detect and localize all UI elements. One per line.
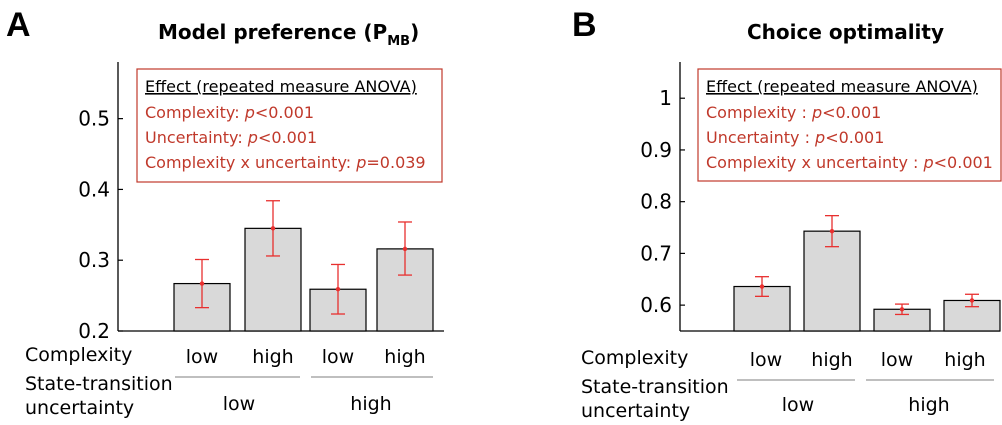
panel-a-effect-line-1: Complexity: p<0.001 [145,103,314,122]
panel-letter-a: A [6,6,31,44]
effect-label: Complexity x uncertainty: [145,153,356,172]
panel-a-title: Model preference (PMB) [158,20,419,49]
effect-p-symbol: p [922,153,933,172]
effect-p-symbol: p [814,128,825,147]
mean-point [899,307,905,312]
panel-b-title: Choice optimality [747,20,944,44]
bar [803,230,861,332]
panel-a-complexity-label-4: high [384,346,425,368]
mean-point [969,298,975,303]
bar [943,299,1001,332]
mean-point [402,246,408,252]
panel-a-title-subscript: MB [387,34,410,49]
panel-a-complexity-label-1: low [186,346,218,368]
panel-b-complexity-label-2: high [811,349,852,371]
y-tick-label: 0.8 [640,190,672,214]
panel-b-complexity-row-label: Complexity [581,347,688,369]
y-tick-label: 0.3 [78,248,110,272]
panel-b-complexity-label-1: low [750,349,782,371]
effect-label: Uncertainty: [145,128,248,147]
panel-b-uncertainty-label-high: high [908,394,949,416]
panel-a-effect-line-3: Complexity x uncertainty: p=0.039 [145,153,426,172]
panel-a-effect-heading: Effect (repeated measure ANOVA) [145,77,417,96]
panel-a-uncertainty-row-label-1: State-transition [25,373,173,395]
effect-value: <0.001 [258,128,317,147]
panel-a-effect-line-2: Uncertainty: p<0.001 [145,128,317,147]
effect-p-symbol: p [244,103,255,122]
y-tick-label: 0.2 [78,319,110,343]
panel-a-complexity-row-label: Complexity [25,344,132,366]
panel-b-effect-heading: Effect (repeated measure ANOVA) [706,77,978,96]
y-tick-label: 1 [659,86,672,110]
panel-b-uncertainty-label-low: low [782,394,814,416]
mean-point [270,226,276,231]
effect-label: Complexity x uncertainty : [706,153,923,172]
panel-b-uncertainty-row-label-1: State-transition [581,376,729,398]
effect-label: Complexity : [706,103,812,122]
mean-point [829,228,835,234]
panel-b-effect-line-2: Uncertainty : p<0.001 [706,128,884,147]
panel-b-effect-box [697,68,1002,182]
panel-a-uncertainty-label-low: low [223,393,255,415]
effect-p-symbol: p [355,153,366,172]
y-tick-label: 0.6 [640,293,672,317]
panel-a-complexity-label-2: high [252,346,293,368]
panel-b-complexity-label-3: low [881,349,913,371]
effect-value: <0.001 [825,128,884,147]
panel-b-effect-line-3: Complexity x uncertainty : p<0.001 [706,153,993,172]
y-tick-label: 0.7 [640,241,672,265]
effect-value: <0.001 [934,153,993,172]
panel-b: B Choice optimality 0.6 0.7 0.8 0.9 1 Effect… [572,6,1002,422]
effect-p-symbol: p [247,128,258,147]
panel-a-effect-box [136,68,443,183]
effect-value: <0.001 [255,103,314,122]
effect-label: Uncertainty : [706,128,815,147]
panel-a-title-main: Model preference (P [158,20,387,44]
effect-value: <0.001 [822,103,881,122]
panel-a-title-close: ) [410,20,419,44]
panel-a-uncertainty-row-label-2: uncertainty [25,397,134,419]
y-tick-label: 0.4 [78,177,110,201]
effect-value: =0.039 [366,153,425,172]
mean-point [335,287,341,292]
effect-label: Complexity: [145,103,245,122]
effect-p-symbol: p [811,103,822,122]
panel-a-complexity-label-3: low [322,346,354,368]
panel-b-effect-line-1: Complexity : p<0.001 [706,103,881,122]
y-tick-label: 0.5 [78,107,110,131]
panel-a-uncertainty-label-high: high [350,393,391,415]
panel-letter-b: B [572,6,597,44]
panel-b-uncertainty-row-label-2: uncertainty [581,400,690,422]
mean-point [759,284,765,289]
panel-b-plot: 0.6 0.7 0.8 0.9 1 [640,62,1001,332]
y-tick-label: 0.9 [640,138,672,162]
mean-point [199,281,205,286]
panel-a-plot: 0.2 0.3 0.4 0.5 [78,62,444,343]
panel-a: A Model preference (PMB) 0.2 0.3 0.4 0.5 Ef… [6,6,444,419]
panel-b-complexity-label-4: high [944,349,985,371]
